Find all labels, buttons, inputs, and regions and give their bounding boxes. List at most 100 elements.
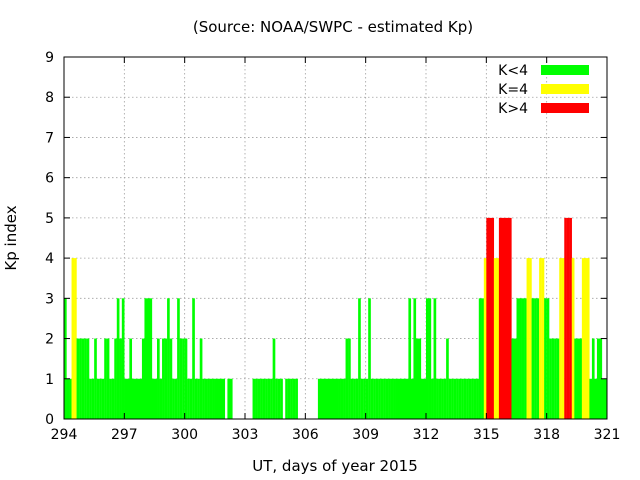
kp-bar	[403, 378, 407, 419]
kp-bar	[164, 338, 168, 419]
kp-bar	[405, 378, 409, 419]
kp-bar	[217, 378, 221, 419]
kp-bar	[529, 258, 532, 419]
kp-bar	[589, 378, 593, 419]
kp-bar	[491, 217, 495, 419]
kp-bar	[139, 378, 143, 419]
kp-bar	[204, 378, 208, 419]
kp-bar	[415, 338, 419, 419]
kp-bar	[496, 258, 500, 419]
kp-bar	[325, 378, 329, 419]
kp-bar	[433, 298, 437, 419]
chart-ticks: 294 297 300 303 306 309 312 315 318 321 0 1 2 3 4 5 6 7 8 9	[45, 50, 620, 443]
kp-bar	[506, 217, 510, 419]
x-tick-label: 309	[352, 427, 379, 443]
kp-bar	[187, 378, 190, 419]
kp-bar	[317, 378, 321, 419]
kp-bar	[192, 298, 195, 419]
kp-bar	[365, 378, 369, 419]
x-axis-label: UT, days of year 2015	[252, 457, 417, 475]
y-tick-label: 1	[45, 372, 54, 388]
kp-bar	[476, 378, 479, 419]
kp-bar	[521, 298, 525, 419]
kp-bar	[227, 378, 231, 419]
kp-bar	[466, 378, 469, 419]
kp-bar	[257, 378, 261, 419]
kp-bar	[398, 378, 402, 419]
kp-bar	[551, 338, 555, 419]
kp-bar	[136, 378, 140, 419]
kp-bar	[109, 378, 112, 419]
kp-bar	[262, 378, 266, 419]
kp-bar	[79, 338, 82, 419]
kp-bar	[91, 378, 95, 419]
kp-bar	[149, 298, 153, 419]
kp-bar	[338, 378, 341, 419]
kp-bar	[581, 258, 585, 419]
kp-bar	[141, 338, 145, 419]
kp-bar	[358, 298, 361, 419]
kp-bar	[561, 258, 565, 419]
kp-bar	[486, 217, 489, 419]
kp-bar	[111, 378, 115, 419]
kp-bar	[579, 338, 583, 419]
legend-label: K>4	[498, 101, 528, 117]
kp-bar	[277, 378, 281, 419]
kp-bar	[556, 338, 560, 419]
legend-label: K<4	[498, 63, 528, 79]
kp-bar	[446, 338, 449, 419]
kp-bar	[483, 258, 487, 419]
chart-legend: K<4 K=4 K>4	[498, 63, 589, 117]
kp-bar	[179, 338, 183, 419]
kp-bar	[586, 258, 590, 419]
kp-bar	[71, 258, 75, 419]
kp-bar	[471, 378, 474, 419]
kp-bar	[410, 378, 414, 419]
kp-bar	[119, 338, 122, 419]
kp-bar	[534, 298, 537, 419]
kp-bar	[591, 338, 595, 419]
kp-bar	[493, 258, 497, 419]
y-tick-label: 0	[45, 412, 54, 428]
kp-bar	[436, 378, 439, 419]
kp-bar	[536, 298, 540, 419]
kp-bar	[526, 258, 530, 419]
kp-bar	[423, 378, 427, 419]
kp-bar	[272, 338, 276, 419]
kp-bar	[194, 378, 198, 419]
kp-bar	[157, 338, 160, 419]
kp-bar	[265, 378, 268, 419]
kp-bar	[146, 298, 150, 419]
kp-bar	[599, 338, 603, 419]
kp-bar	[189, 378, 193, 419]
kp-bar	[541, 258, 545, 419]
kp-bar	[576, 338, 580, 419]
kp-bar	[280, 378, 283, 419]
kp-bar	[222, 378, 226, 419]
kp-bar	[74, 258, 77, 419]
kp-bar	[368, 298, 371, 419]
kp-bar	[295, 378, 298, 419]
kp-bar	[448, 378, 452, 419]
kp-bar	[385, 378, 389, 419]
kp-bar	[184, 338, 188, 419]
kp-bar	[330, 378, 334, 419]
kp-bar	[438, 378, 442, 419]
kp-bar	[478, 298, 482, 419]
kp-bar	[508, 217, 512, 419]
x-tick-label: 312	[413, 427, 440, 443]
kp-bar	[481, 298, 484, 419]
kp-bar	[144, 298, 148, 419]
kp-bar	[260, 378, 263, 419]
kp-bar	[468, 378, 472, 419]
kp-bar	[519, 298, 522, 419]
kp-bar	[353, 378, 356, 419]
kp-bar	[162, 338, 165, 419]
kp-bar	[322, 378, 326, 419]
x-tick-label: 303	[232, 427, 259, 443]
kp-bar	[84, 338, 87, 419]
kp-bar	[350, 378, 354, 419]
kp-bar	[546, 298, 550, 419]
kp-bar	[539, 258, 542, 419]
kp-bar	[544, 298, 547, 419]
